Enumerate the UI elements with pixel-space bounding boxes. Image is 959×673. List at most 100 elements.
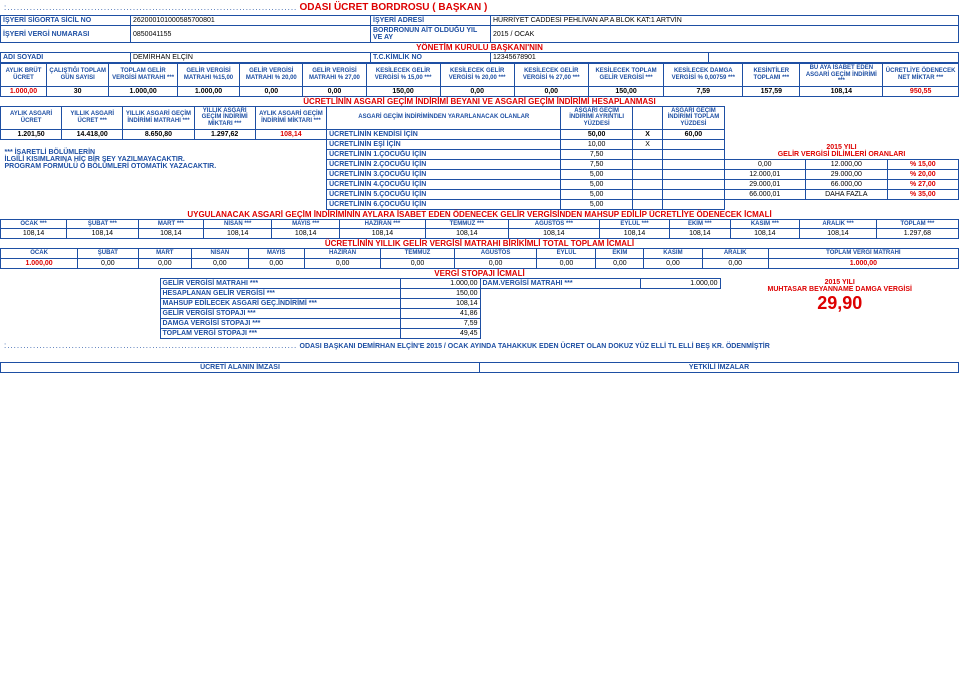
t1-cell: 0,00 [440, 86, 514, 96]
stopaj-val: 41,86 [400, 308, 480, 318]
stopaj-val: 49,45 [400, 328, 480, 338]
sig-left: ÜCRETİ ALANIN İMZASI [1, 362, 480, 372]
t1-cell: 1.000,00 [1, 86, 47, 96]
extra-val: 7,50 [561, 149, 632, 159]
extra-row: ÜCRETLİNİN 2.ÇOCUĞU İÇİN [327, 159, 561, 169]
month-hdr: HAZİRAN [304, 249, 381, 259]
month-cell: 108,14 [67, 229, 139, 239]
month-hdr: AĞUSTOS *** [508, 219, 599, 229]
month-cell: 0,00 [644, 258, 702, 268]
sig-right: YETKİLİ İMZALAR [480, 362, 959, 372]
month-hdr: KASIM *** [730, 219, 800, 229]
lbl-vergino: İŞYERİ VERGİ NUMARASI [1, 26, 131, 43]
extra-row: ÜCRETLİNİN 4.ÇOCUĞU İÇİN [327, 179, 561, 189]
val-sicil: 262000101000585700801 [131, 16, 371, 26]
note3: PROGRAM FORMÜLÜ O BÖLÜMLERİ OTOMATİK YAZ… [5, 163, 323, 170]
slab-c: % 35,00 [887, 189, 958, 199]
slab-c: 66.000,00 [806, 179, 888, 189]
identity-table: ADI SOYADI DEMİRHAN ELÇİN T.C.KİMLİK NO … [0, 52, 959, 63]
month-hdr: EYLÜL [537, 249, 596, 259]
month-hdr: KASIM [644, 249, 702, 259]
slab-c: % 20,00 [887, 169, 958, 179]
t2-cell: ÜCRETLİNİN KENDİSİ İÇİN [327, 129, 561, 139]
month-cell: 108,14 [508, 229, 599, 239]
t1-cell: 157,59 [743, 86, 800, 96]
month-hdr: EKİM [596, 249, 644, 259]
t1-hdr: KESİLECEK TOPLAM GELİR VERGİSİ *** [588, 64, 664, 87]
stopaj-val: 7,59 [400, 318, 480, 328]
t1-cell: 30 [46, 86, 108, 96]
t2-cell: 8.650,80 [123, 129, 194, 139]
subhead: YÖNETİM KURULU BAŞKANI'NIN [0, 43, 959, 52]
month-cell: 108,14 [204, 229, 272, 239]
month-cell: 0,00 [138, 258, 191, 268]
slab-c: % 15,00 [887, 159, 958, 169]
note2: İLGİLİ KISIMLARINA HİÇ BİR ŞEY YAZILMAYA… [5, 156, 323, 163]
month-cell: 0,00 [702, 258, 768, 268]
stopaj-lbl: HESAPLANAN GELİR VERGİSİ *** [160, 288, 400, 298]
slab-c: 29.000,00 [806, 169, 888, 179]
t2-cell: 50,00 [561, 129, 632, 139]
month-cell: 0,00 [304, 258, 381, 268]
month-cell: 108,14 [730, 229, 800, 239]
month-cell: 0,00 [192, 258, 249, 268]
val-tckimlik: 12345678901 [491, 53, 709, 63]
extra-val: 5,00 [561, 189, 632, 199]
slab-c: 66.000,01 [724, 189, 806, 199]
month-cell: 1.000,00 [1, 258, 78, 268]
t1-hdr: KESİLECEK GELİR VERGİSİ % 20,00 *** [440, 64, 514, 87]
month-cell: 108,14 [800, 229, 877, 239]
t1-hdr: GELİR VERGİSİ MATRAHI % 27,00 [303, 64, 366, 87]
month-cell: 0,00 [78, 258, 138, 268]
t1-hdr: TOPLAM GELİR VERGİSİ MATRAHI *** [109, 64, 177, 87]
extra-x: X [632, 139, 663, 149]
month-hdr: OCAK *** [1, 219, 67, 229]
month-cell: 0,00 [381, 258, 454, 268]
t2-cell: 108,14 [255, 129, 326, 139]
t2-hdr: ASGARİ GEÇİM İNDİRİMİ AYRINTILI YÜZDESİ [561, 106, 632, 129]
month-hdr: ŞUBAT *** [67, 219, 139, 229]
stopaj-lbl: DAMGA VERGİSİ STOPAJI *** [160, 318, 400, 328]
months-table-1: OCAK ***ŞUBAT ***MART ***NİSAN ***MAYIS … [0, 219, 959, 240]
month-hdr: MART [138, 249, 191, 259]
slab-c: 12.000,01 [724, 169, 806, 179]
damga-val: 29,90 [723, 293, 958, 314]
t2-hdr: AYLIK ASGARİ ÜCRET [1, 106, 62, 129]
extra-row: ÜCRETLİNİN 6.ÇOCUĞU İÇİN [327, 199, 561, 209]
month-cell: 1.297,68 [876, 229, 958, 239]
t1-hdr: ÇALIŞTIĞI TOPLAM GÜN SAYISI [46, 64, 108, 87]
asgari-table: AYLIK ASGARİ ÜCRETYILLIK ASGARİ ÜCRET **… [0, 106, 959, 210]
damga-t: MUHTASAR BEYANNAME DAMGA VERGİSİ [723, 286, 958, 293]
t2-cell: X [632, 129, 663, 139]
month-hdr: NİSAN [192, 249, 249, 259]
month-cell: 108,14 [599, 229, 669, 239]
month-hdr: ŞUBAT [78, 249, 138, 259]
t1-hdr: KESİLECEK GELİR VERGİSİ % 15,00 *** [366, 64, 440, 87]
month-hdr: MAYIS [248, 249, 304, 259]
month-hdr: TOPLAM VERGİ MATRAHI [768, 249, 958, 259]
stopaj-lbl: MAHSUP EDİLECEK ASGARİ GEÇ.İNDİRİMİ *** [160, 298, 400, 308]
val-adsoyad: DEMİRHAN ELÇİN [131, 53, 371, 63]
extra-val: 5,00 [561, 169, 632, 179]
t1-hdr: GELİR VERGİSİ MATRAHI %15,00 [177, 64, 239, 87]
sect5-title: VERGİ STOPAJI İCMALİ [0, 269, 959, 278]
t2-hdr: ASGARİ GEÇİM İNDİRİMİ TOPLAM YÜZDESİ [663, 106, 724, 129]
t2-cell: 60,00 [663, 129, 724, 139]
month-hdr: OCAK [1, 249, 78, 259]
month-hdr: TEMMUZ [381, 249, 454, 259]
t1-hdr: KESİLECEK DAMGA VERGİSİ % 0,00759 *** [664, 64, 743, 87]
doc-title: ODASI ÜCRET BORDROSU ( BAŞKAN ) [300, 2, 488, 13]
month-hdr: MAYIS *** [272, 219, 340, 229]
t2-cell: 14.418,00 [62, 129, 123, 139]
extra-val: 7,50 [561, 159, 632, 169]
t2-hdr: YILLIK ASGARİ ÜCRET *** [62, 106, 123, 129]
t2-hdr [632, 106, 663, 129]
t1-cell: 7,59 [664, 86, 743, 96]
month-hdr: EYLÜL *** [599, 219, 669, 229]
slab-c: 0,00 [724, 159, 806, 169]
month-cell: 0,00 [454, 258, 537, 268]
t1-cell: 150,00 [366, 86, 440, 96]
month-cell: 108,14 [1, 229, 67, 239]
lbl-bordro-ay: BORDRONUN AİT OLDUĞU YIL VE AY [371, 26, 491, 43]
lbl-tckimlik: T.C.KİMLİK NO [371, 53, 491, 63]
